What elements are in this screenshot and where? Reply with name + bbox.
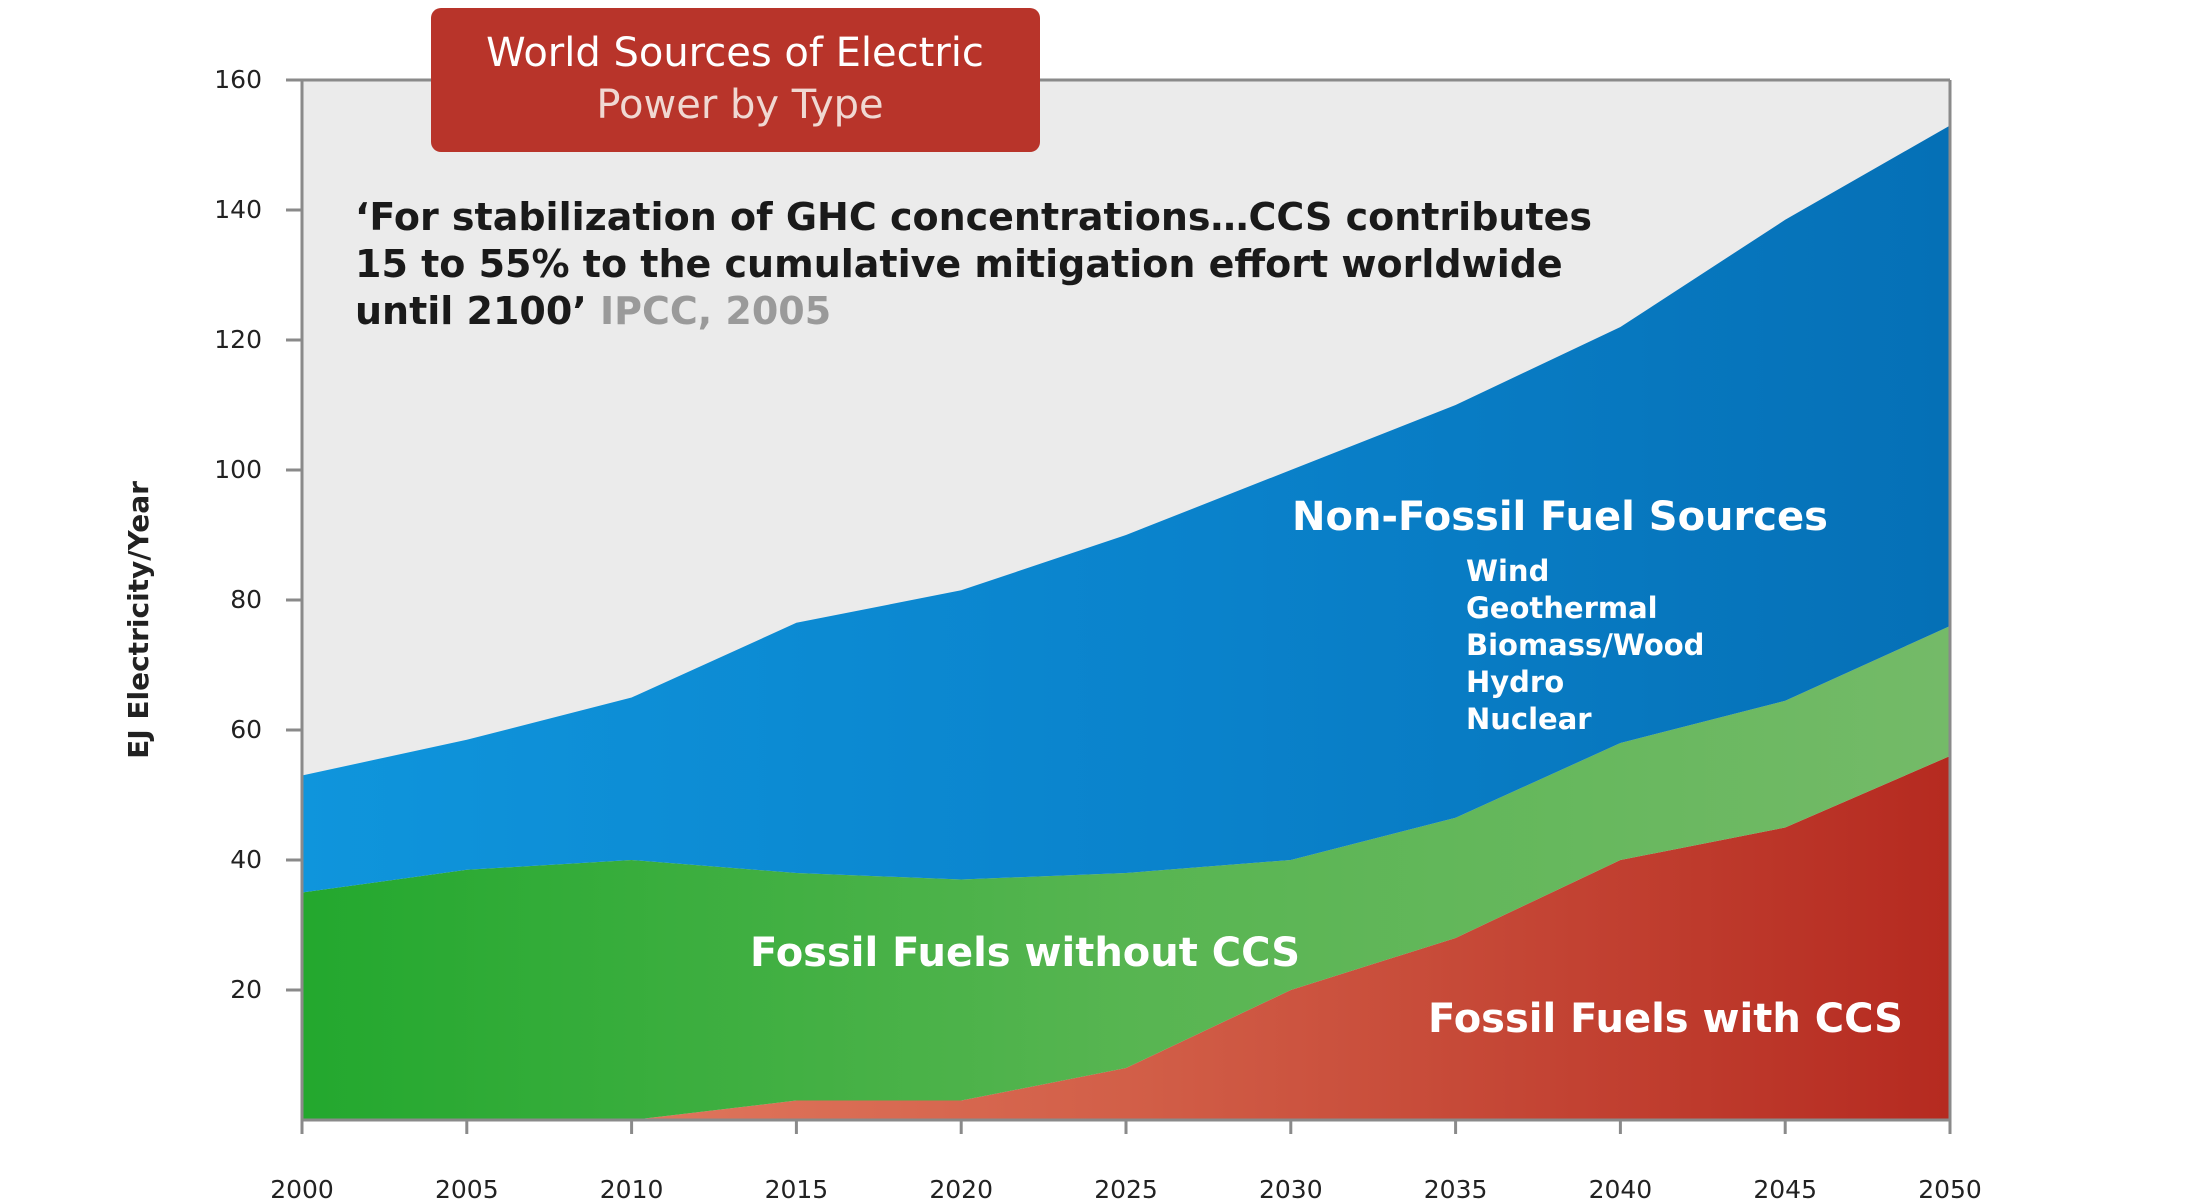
area-fossil-with-ccs [302, 756, 1950, 1120]
y-tick-label: 20 [230, 975, 262, 1004]
label-non-fossil: Non-Fossil Fuel Sources [1292, 494, 1828, 540]
x-tick-label: 2025 [1094, 1175, 1158, 1200]
y-ticks: 20 40 60 80 100 120 140 160 [214, 65, 302, 1004]
x-tick-label: 2030 [1259, 1175, 1323, 1200]
label-fossil-with-ccs: Fossil Fuels with CCS [1428, 996, 1903, 1042]
area-non-fossil [302, 125, 1950, 893]
x-tick-label: 2005 [435, 1175, 499, 1200]
y-tick-label: 40 [230, 845, 262, 874]
label-fossil-without-ccs: Fossil Fuels without CCS [750, 930, 1300, 976]
y-tick-label: 160 [214, 65, 262, 94]
non-fossil-items: Wind Geothermal Biomass/Wood Hydro Nucle… [1466, 554, 1704, 736]
non-fossil-item-nuclear: Nuclear [1466, 702, 1592, 736]
x-tick-label: 2010 [600, 1175, 664, 1200]
x-tick-label: 2045 [1753, 1175, 1817, 1200]
y-axis-title: EJ Electricity/Year [122, 481, 155, 759]
x-ticks: 2000 2005 2010 2015 2020 2025 2030 2035 2040 2045… [270, 1120, 1982, 1200]
quote-annotation: ‘For stabilization of GHC concentrations… [355, 195, 1592, 333]
quote-source: IPCC, 2005 [600, 289, 831, 333]
non-fossil-item-biomass: Biomass/Wood [1466, 628, 1704, 662]
y-tick-label: 80 [230, 585, 262, 614]
x-tick-label: 2000 [270, 1175, 334, 1200]
non-fossil-item-geothermal: Geothermal [1466, 591, 1658, 625]
x-tick-label: 2015 [765, 1175, 829, 1200]
quote-line-3: until 2100’ IPCC, 2005 [355, 289, 831, 333]
title-box-background [431, 8, 1040, 152]
x-tick-label: 2050 [1918, 1175, 1982, 1200]
quote-line-1: ‘For stabilization of GHC concentrations… [355, 195, 1592, 239]
chart-title: World Sources of Electric [486, 30, 984, 76]
x-tick-label: 2040 [1589, 1175, 1653, 1200]
quote-line-2: 15 to 55% to the cumulative mitigation e… [355, 242, 1563, 286]
area-layer [302, 125, 1950, 1120]
y-tick-label: 140 [214, 195, 262, 224]
y-tick-label: 60 [230, 715, 262, 744]
title-box: World Sources of Electric Power by Type [431, 8, 1040, 152]
non-fossil-item-wind: Wind [1466, 554, 1549, 588]
non-fossil-item-hydro: Hydro [1466, 665, 1564, 699]
x-tick-label: 2035 [1424, 1175, 1488, 1200]
chart-subtitle: Power by Type [596, 82, 883, 128]
x-tick-label: 2020 [929, 1175, 993, 1200]
quote-line-3-text: until 2100’ [355, 289, 587, 333]
y-tick-label: 100 [214, 455, 262, 484]
y-tick-label: 120 [214, 325, 262, 354]
